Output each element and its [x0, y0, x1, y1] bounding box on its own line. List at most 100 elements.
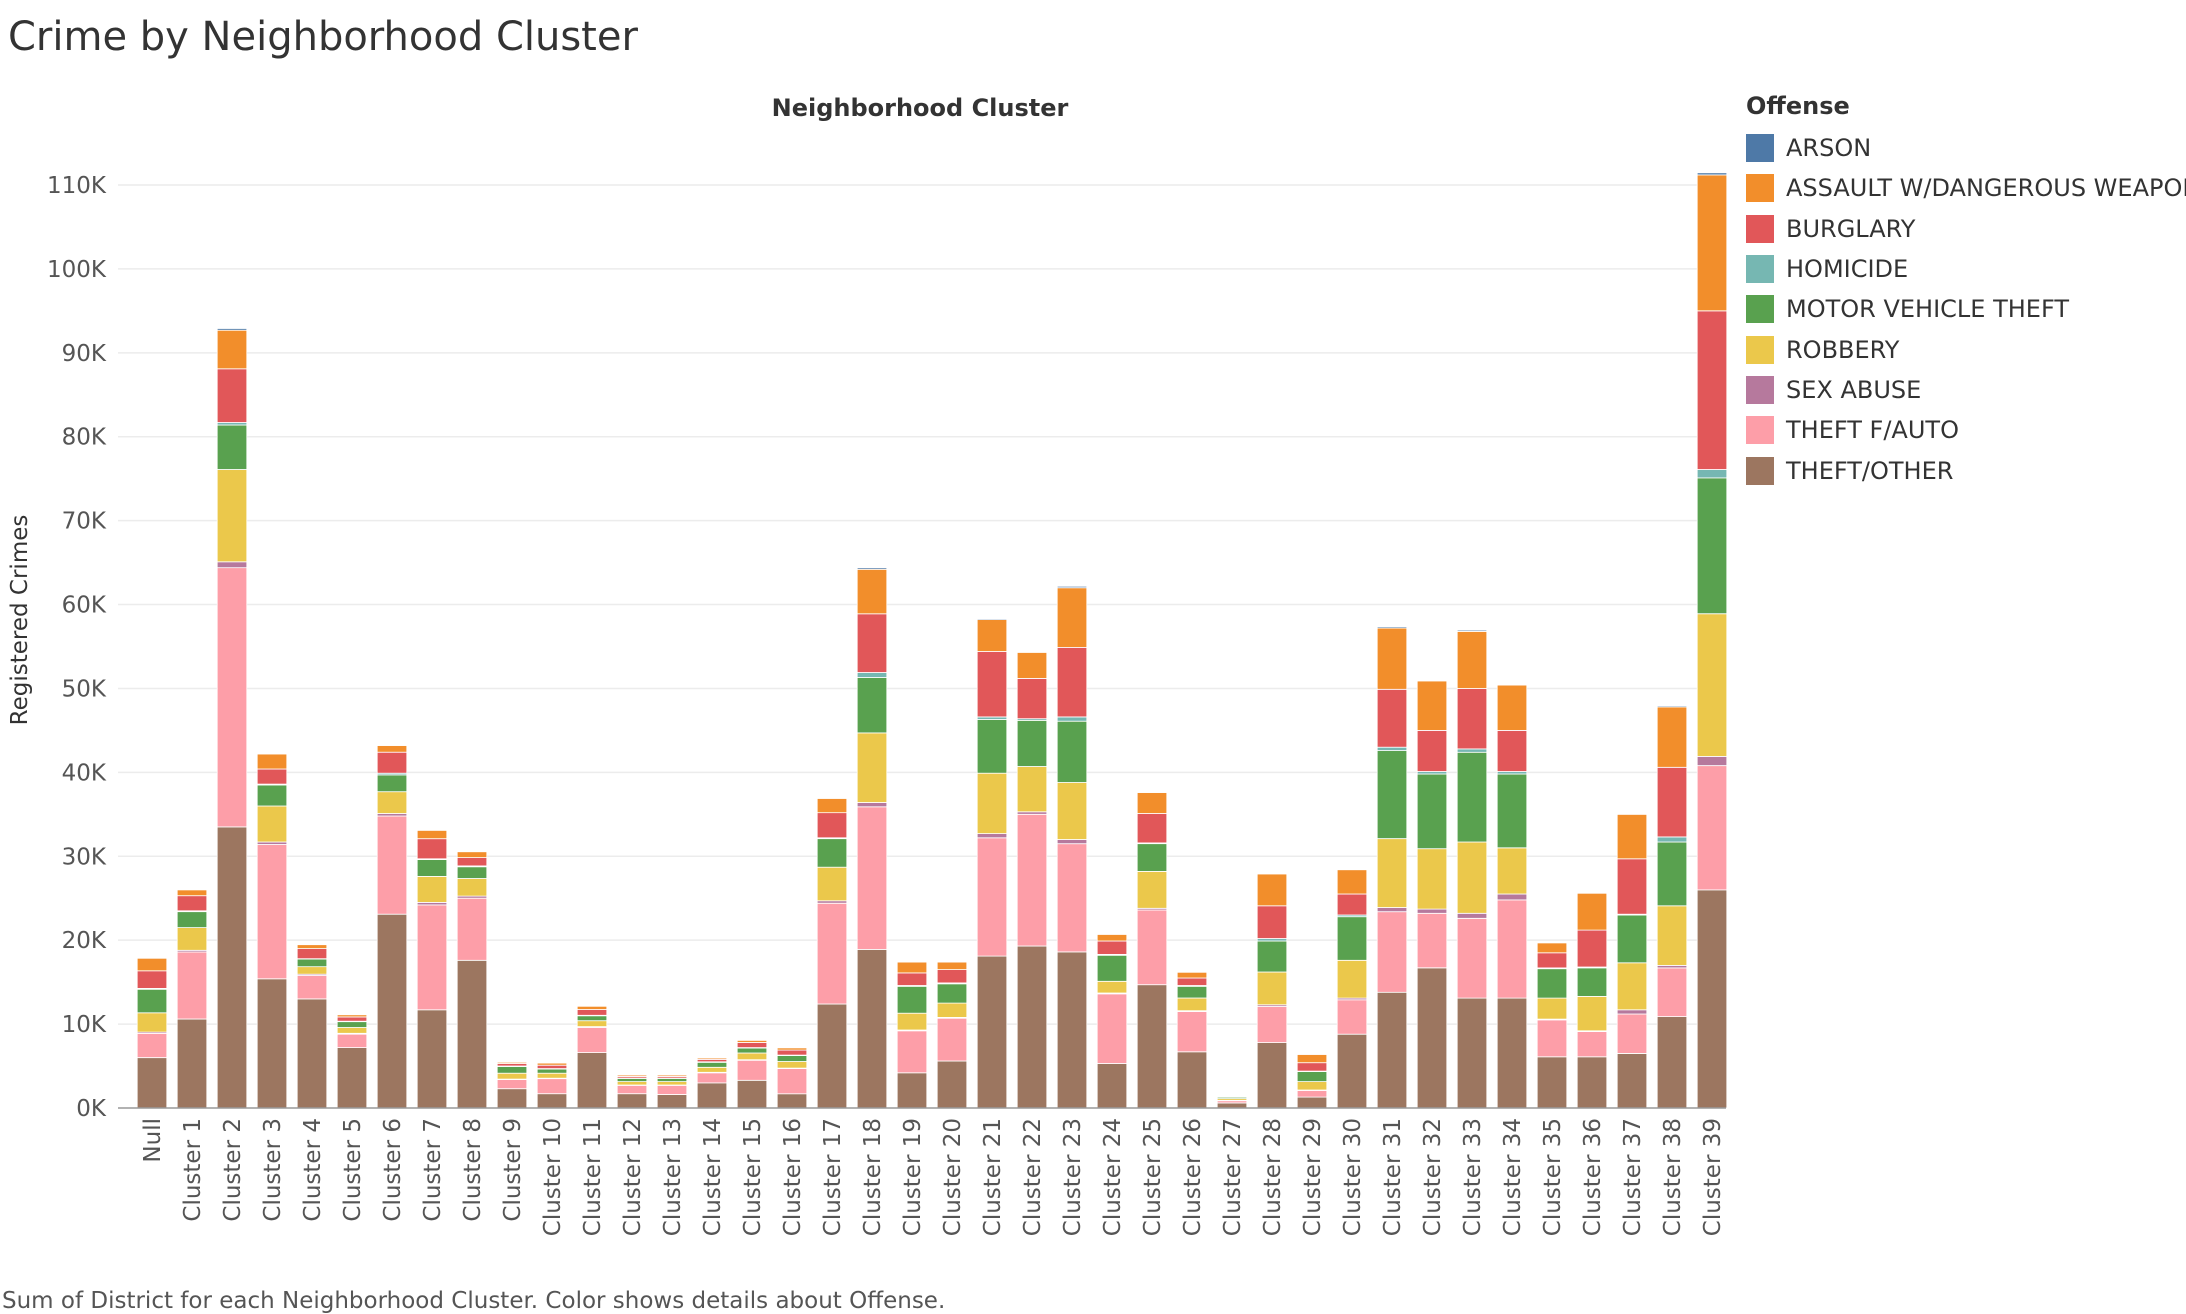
bar-segment[interactable] [1496, 847, 1528, 895]
bar-segment[interactable] [1296, 1053, 1328, 1064]
bar-segment[interactable] [736, 1042, 768, 1048]
bar-stack[interactable] [1536, 942, 1568, 1109]
bar-segment[interactable] [536, 1093, 568, 1109]
bar-segment[interactable] [1296, 1062, 1328, 1072]
bar-segment[interactable] [1136, 871, 1168, 909]
bar-segment[interactable] [1176, 977, 1208, 986]
bar-segment[interactable] [1616, 1013, 1648, 1054]
bar-segment[interactable] [1496, 730, 1528, 772]
bar-segment[interactable] [856, 802, 888, 808]
bar-stack[interactable] [976, 618, 1008, 1109]
bar-segment[interactable] [1456, 688, 1488, 750]
bar-stack[interactable] [1616, 813, 1648, 1109]
bar-stack[interactable] [136, 957, 168, 1109]
bar-segment[interactable] [896, 961, 928, 963]
bar-segment[interactable] [1296, 1071, 1328, 1083]
bar-segment[interactable] [1256, 872, 1288, 875]
bar-segment[interactable] [496, 1061, 528, 1063]
bar-stack[interactable] [1656, 705, 1688, 1109]
bar-stack[interactable] [1256, 872, 1288, 1109]
bar-segment[interactable] [136, 1032, 168, 1059]
bar-segment[interactable] [1376, 626, 1408, 629]
bar-segment[interactable] [216, 561, 248, 569]
bar-segment[interactable] [696, 1066, 728, 1073]
bar-segment[interactable] [1376, 746, 1408, 752]
bar-segment[interactable] [1536, 1056, 1568, 1109]
bar-stack[interactable] [776, 1047, 808, 1109]
bar-segment[interactable] [176, 889, 208, 897]
bar-segment[interactable] [736, 1047, 768, 1054]
bar-segment[interactable] [696, 1061, 728, 1068]
bar-segment[interactable] [856, 732, 888, 803]
bar-segment[interactable] [1296, 1096, 1328, 1109]
bar-segment[interactable] [1056, 720, 1088, 783]
bar-segment[interactable] [736, 1079, 768, 1109]
bar-segment[interactable] [1536, 942, 1568, 944]
bar-segment[interactable] [896, 1072, 928, 1109]
bar-segment[interactable] [1416, 680, 1448, 731]
bar-segment[interactable] [1416, 773, 1448, 850]
bar-segment[interactable] [376, 774, 408, 793]
bar-segment[interactable] [256, 768, 288, 785]
bar-segment[interactable] [216, 329, 248, 370]
bar-segment[interactable] [1376, 838, 1408, 908]
bar-segment[interactable] [1536, 997, 1568, 1020]
bar-segment[interactable] [976, 651, 1008, 718]
bar-segment[interactable] [696, 1072, 728, 1084]
bar-segment[interactable] [1096, 933, 1128, 942]
bar-segment[interactable] [1616, 813, 1648, 860]
bar-segment[interactable] [1696, 889, 1728, 1109]
bar-stack[interactable] [1496, 683, 1528, 1109]
bar-stack[interactable] [1296, 1053, 1328, 1109]
bar-segment[interactable] [176, 911, 208, 929]
legend-item[interactable]: SEX ABUSE [1746, 370, 2186, 410]
bar-segment[interactable] [856, 806, 888, 950]
bar-segment[interactable] [776, 1061, 808, 1069]
bar-segment[interactable] [456, 850, 488, 853]
bar-segment[interactable] [1256, 940, 1288, 973]
bar-segment[interactable] [1416, 679, 1448, 682]
bar-segment[interactable] [1496, 773, 1528, 849]
bar-segment[interactable] [1576, 1031, 1608, 1058]
bar-segment[interactable] [1056, 951, 1088, 1109]
bar-segment[interactable] [1496, 997, 1528, 1109]
bar-segment[interactable] [1056, 782, 1088, 840]
bar-segment[interactable] [856, 567, 888, 570]
bar-segment[interactable] [176, 951, 208, 1020]
bar-segment[interactable] [776, 1055, 808, 1062]
bar-segment[interactable] [936, 983, 968, 1004]
bar-segment[interactable] [1176, 1011, 1208, 1053]
bar-segment[interactable] [256, 978, 288, 1109]
bar-segment[interactable] [456, 857, 488, 867]
bar-segment[interactable] [976, 955, 1008, 1109]
bar-stack[interactable] [616, 1074, 648, 1109]
bar-segment[interactable] [376, 815, 408, 915]
bar-segment[interactable] [176, 1018, 208, 1109]
bar-segment[interactable] [256, 844, 288, 980]
bar-segment[interactable] [1656, 1016, 1688, 1109]
bar-segment[interactable] [136, 957, 168, 972]
bar-segment[interactable] [1176, 1051, 1208, 1109]
bar-segment[interactable] [936, 961, 968, 963]
bar-stack[interactable] [1216, 1094, 1248, 1109]
bar-segment[interactable] [976, 618, 1008, 620]
bar-segment[interactable] [1016, 652, 1048, 679]
bar-segment[interactable] [216, 368, 248, 423]
bar-segment[interactable] [336, 1021, 368, 1028]
bar-stack[interactable] [1336, 868, 1368, 1109]
bar-segment[interactable] [176, 888, 208, 891]
bar-segment[interactable] [1056, 587, 1088, 648]
bar-segment[interactable] [1336, 1033, 1368, 1109]
bar-segment[interactable] [176, 895, 208, 912]
bar-segment[interactable] [1096, 993, 1128, 1064]
bar-stack[interactable] [576, 1005, 608, 1109]
bar-segment[interactable] [1376, 911, 1408, 993]
bar-segment[interactable] [1656, 706, 1688, 768]
bar-segment[interactable] [1616, 813, 1648, 815]
bar-segment[interactable] [1336, 893, 1368, 916]
bar-segment[interactable] [1176, 985, 1208, 999]
bar-segment[interactable] [416, 829, 448, 831]
bar-segment[interactable] [976, 833, 1008, 839]
bar-segment[interactable] [816, 838, 848, 868]
bar-segment[interactable] [416, 876, 448, 903]
